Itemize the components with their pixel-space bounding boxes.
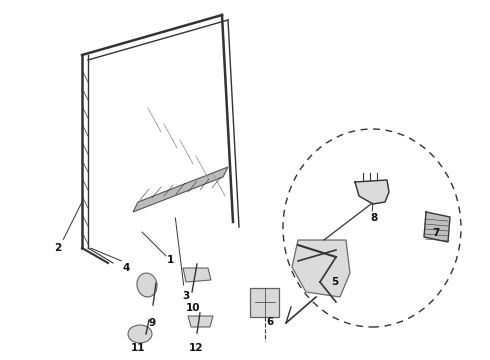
Text: 5: 5 [331, 277, 339, 287]
Polygon shape [292, 240, 350, 297]
Ellipse shape [128, 325, 152, 343]
Text: 8: 8 [370, 213, 378, 223]
Text: 4: 4 [122, 263, 130, 273]
Polygon shape [133, 167, 228, 212]
Text: 1: 1 [167, 255, 173, 265]
Text: 3: 3 [182, 291, 190, 301]
Polygon shape [355, 180, 389, 204]
Polygon shape [424, 212, 450, 242]
Ellipse shape [137, 273, 157, 297]
Text: 2: 2 [54, 243, 62, 253]
Text: 12: 12 [189, 343, 203, 353]
Polygon shape [250, 288, 279, 317]
Text: 7: 7 [432, 228, 440, 238]
Text: 10: 10 [186, 303, 200, 313]
Text: 11: 11 [131, 343, 145, 353]
Polygon shape [183, 268, 211, 282]
Text: 9: 9 [148, 318, 155, 328]
Text: 6: 6 [267, 317, 273, 327]
Polygon shape [188, 316, 213, 327]
